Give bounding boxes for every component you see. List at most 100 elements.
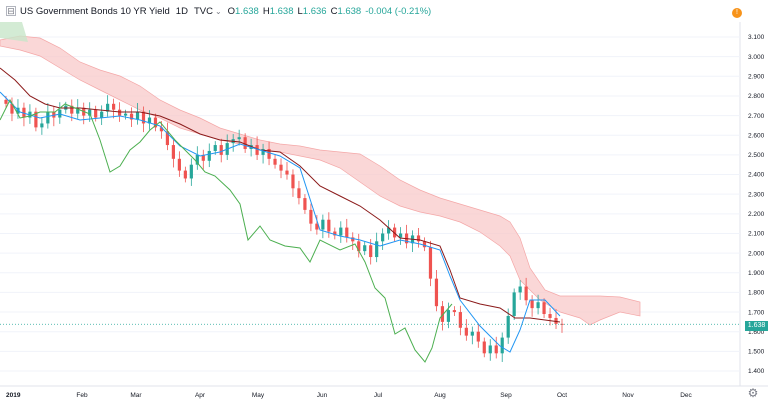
open-value: 1.638 — [235, 5, 259, 17]
candle — [10, 103, 14, 114]
candle — [357, 241, 361, 252]
low-label: L — [297, 5, 303, 17]
price-tick-label: 1.500 — [748, 349, 765, 356]
candle — [159, 127, 164, 132]
candle — [291, 174, 295, 189]
candle — [207, 150, 211, 161]
candle — [177, 158, 181, 171]
price-tick-label: 2.900 — [748, 73, 765, 80]
candle — [237, 137, 241, 140]
open-label: O — [227, 5, 236, 17]
candle — [351, 237, 355, 242]
candle — [434, 278, 439, 307]
date-tick-label: Nov — [622, 392, 634, 399]
candle — [494, 345, 498, 354]
candle — [16, 107, 20, 114]
candle — [458, 312, 462, 328]
candle — [446, 310, 451, 322]
candle — [22, 107, 26, 118]
candle — [267, 148, 271, 159]
date-tick-label: Aug — [434, 392, 446, 399]
candle — [147, 117, 152, 124]
candle — [243, 137, 247, 149]
candle — [153, 117, 158, 128]
candle — [536, 302, 540, 309]
candle — [4, 99, 8, 104]
candle — [117, 109, 122, 116]
candle — [94, 109, 98, 118]
candle — [482, 341, 486, 354]
collapse-icon[interactable]: ⊟ — [6, 6, 16, 16]
date-tick-label: May — [252, 392, 265, 399]
candle — [76, 107, 80, 114]
close-label: C — [330, 5, 338, 17]
symbol-title[interactable]: US Government Bonds 10 YR Yield — [20, 5, 170, 17]
date-tick-label: Apr — [195, 392, 206, 399]
candle — [165, 131, 170, 146]
candle — [339, 227, 343, 236]
candle — [201, 154, 205, 161]
candle — [476, 331, 480, 342]
candle — [112, 103, 116, 110]
interval-label: 1D — [175, 5, 188, 17]
candle — [189, 164, 193, 179]
price-tick-label: 1.800 — [748, 290, 765, 297]
candle — [375, 241, 379, 258]
date-tick-label: Oct — [557, 392, 567, 399]
candle — [261, 148, 265, 155]
candle — [345, 227, 349, 238]
candle — [70, 105, 74, 114]
candle — [327, 219, 331, 232]
ichimoku-cloud-green — [0, 22, 28, 42]
candle — [315, 223, 319, 230]
price-tick-label: 2.100 — [748, 231, 765, 238]
chevron-down-icon[interactable]: ⌄ — [214, 6, 222, 16]
candle — [381, 233, 385, 242]
date-tick-label: Mar — [130, 392, 142, 399]
candle — [88, 109, 92, 116]
candle — [52, 111, 56, 118]
candle — [369, 245, 373, 258]
change-value: -0.004 (-0.21%) — [365, 5, 432, 17]
close-value: 1.638 — [337, 5, 362, 17]
candle — [530, 300, 534, 309]
candle — [106, 103, 110, 112]
alert-icon[interactable]: ! — [732, 8, 742, 18]
candle — [129, 113, 134, 120]
price-tick-label: 3.000 — [748, 54, 765, 61]
price-tick-label: 2.500 — [748, 152, 765, 159]
price-tick-label: 2.800 — [748, 93, 765, 100]
ichimoku-cloud — [0, 35, 641, 326]
candle — [135, 111, 140, 120]
candle — [321, 219, 325, 230]
source-label: TVC — [193, 5, 213, 17]
candle — [464, 327, 468, 336]
last-price-label: 1.638 — [745, 321, 768, 331]
candle — [297, 188, 301, 199]
date-tick-label: Jun — [317, 392, 328, 399]
candle — [542, 302, 546, 315]
candle — [273, 158, 277, 165]
candle — [213, 145, 217, 151]
candle — [171, 145, 175, 159]
low-value: 1.636 — [302, 5, 327, 17]
candle — [470, 331, 474, 336]
candle — [333, 231, 337, 236]
candle — [219, 145, 223, 155]
high-label: H — [262, 5, 270, 17]
candle — [554, 317, 558, 324]
price-tick-label: 2.400 — [748, 172, 765, 179]
candle — [34, 111, 38, 128]
candle — [40, 123, 44, 128]
candle — [183, 170, 187, 179]
candle — [506, 315, 510, 338]
candle — [279, 164, 283, 171]
candle — [428, 247, 433, 279]
price-tick-label: 1.700 — [748, 309, 765, 316]
kijun-line — [0, 67, 561, 323]
candle — [387, 227, 391, 234]
gear-icon[interactable]: ⚙ — [747, 386, 759, 400]
candle — [141, 111, 146, 124]
price-tick-label: 1.900 — [748, 270, 765, 277]
